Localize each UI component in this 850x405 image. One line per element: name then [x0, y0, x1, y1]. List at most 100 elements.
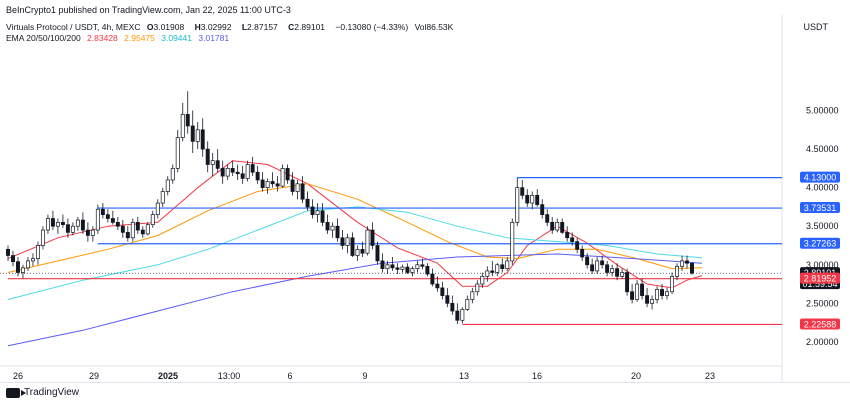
candle-body: [625, 272, 630, 293]
candle-body: [605, 264, 610, 273]
candle-body: [260, 179, 265, 189]
candle-body: [410, 268, 415, 273]
ema-line-ema50: [7, 183, 703, 273]
currency-label: USDT: [803, 22, 829, 32]
candle-body: [285, 168, 290, 181]
x-tick-label: 13: [459, 371, 469, 381]
ema50-value: 2.95475: [124, 33, 155, 43]
candle-body: [70, 225, 75, 233]
candle-body: [40, 229, 45, 246]
candle-body: [475, 283, 480, 293]
candle-body: [535, 195, 540, 205]
candle-body: [530, 195, 535, 204]
candle-body: [110, 218, 115, 223]
candle-body: [100, 208, 105, 215]
tradingview-logo[interactable]: TradingView: [6, 387, 79, 398]
candle-body: [685, 260, 689, 264]
candle-body: [55, 221, 60, 227]
candle-body: [140, 229, 145, 235]
ema-legend: EMA 20/50/100/200 2.83428 2.95475 3.0944…: [6, 33, 233, 43]
candle-body: [175, 137, 180, 169]
y-tick-label: 3.00000: [806, 260, 839, 270]
candle-body: [235, 171, 240, 175]
y-tick-label: 4.00000: [806, 183, 839, 193]
candle-body: [540, 204, 545, 215]
candle-body: [210, 160, 215, 165]
footer: TradingView: [0, 382, 850, 405]
x-tick-label: 2025: [158, 371, 178, 381]
candle-body: [230, 168, 235, 173]
candle-body: [415, 264, 420, 269]
ohlc-legend: Virtuals Protocol / USDT, 4h, MEXC O3.01…: [6, 22, 457, 32]
symbol-title[interactable]: Virtuals Protocol / USDT, 4h, MEXC: [6, 22, 141, 32]
candle-body: [330, 225, 335, 231]
candle-body: [105, 214, 110, 219]
price-tag-label: 4.13000: [804, 173, 837, 183]
candle-body: [90, 229, 95, 236]
candle-body: [600, 260, 605, 266]
candle-body: [390, 264, 395, 269]
candle-body: [655, 289, 660, 300]
x-tick-label: 20: [631, 371, 641, 381]
candle-body: [610, 268, 615, 273]
candle-body: [240, 173, 245, 179]
candle-body: [130, 221, 135, 239]
candle-body: [545, 214, 550, 223]
x-tick-label: 6: [287, 371, 292, 381]
candle-body: [95, 208, 100, 231]
candle-body: [310, 206, 315, 215]
candle-body: [595, 260, 600, 272]
candle-body: [385, 264, 390, 269]
candle-body: [550, 221, 555, 231]
candle-body: [350, 237, 355, 256]
candle-body: [470, 291, 475, 300]
candle-body: [60, 221, 65, 226]
candle-body: [665, 291, 670, 296]
candle-body: [30, 258, 35, 262]
candle-body: [215, 160, 220, 169]
candle-body: [465, 299, 470, 310]
x-tick-label: 16: [532, 371, 542, 381]
candle-body: [430, 273, 435, 285]
candle-body: [250, 164, 255, 173]
candle-body: [255, 171, 260, 181]
candle-body: [115, 221, 120, 227]
candle-body: [380, 260, 385, 269]
candle-body: [290, 179, 295, 192]
candle-body: [340, 237, 345, 246]
ema-label[interactable]: EMA 20/50/100/200: [6, 33, 81, 43]
candle-body: [11, 255, 15, 263]
publish-info: BeInCrypto1 published on TradingView.com…: [6, 5, 291, 15]
y-tick-label: 5.00000: [806, 106, 839, 116]
price-tag-label: 3.73531: [804, 203, 837, 213]
price-chart[interactable]: 5.00000 4.50000 4.00000 3.50000 3.00000 2.500…: [0, 0, 850, 383]
price-tag-bg: [800, 272, 840, 284]
volume-value: Vol86.53K: [414, 22, 454, 32]
candle-body: [480, 275, 485, 285]
candle-body: [50, 218, 55, 227]
candle-body: [80, 219, 85, 231]
price-tag-bg: [800, 318, 840, 330]
ema100-value: 3.09441: [161, 33, 192, 43]
candle-body: [645, 295, 650, 304]
candle-body: [590, 264, 595, 272]
candle-body: [565, 232, 570, 239]
candle-body: [490, 270, 495, 273]
ema-line-ema200: [7, 253, 703, 347]
candle-body: [395, 267, 400, 270]
candle-body: [640, 283, 645, 296]
low-value: L2.87157: [241, 22, 278, 32]
candle-body: [450, 302, 455, 312]
candle-body: [195, 129, 200, 142]
price-tag-bg: [800, 237, 840, 249]
candle-body: [505, 260, 510, 269]
candle-body: [120, 225, 125, 233]
candle-body: [85, 229, 90, 236]
high-value: H3.02992: [194, 22, 232, 32]
candle-body: [525, 195, 530, 204]
candle-body: [670, 275, 675, 293]
candle-body: [355, 248, 360, 256]
candle-body: [570, 237, 575, 242]
candle-body: [400, 266, 405, 270]
